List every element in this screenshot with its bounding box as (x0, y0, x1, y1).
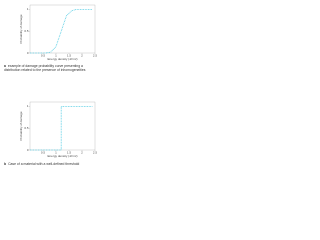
x-tick-label: 2.5 (93, 151, 98, 155)
y-axis-label: Probability of damage (19, 111, 23, 140)
caption-b: b Case of a material with a well-defined … (4, 162, 96, 166)
y-tick-label: 0 (27, 148, 29, 152)
data-line (30, 8, 93, 54)
x-axis-label: Energy density (J/cm²) (47, 154, 77, 158)
y-tick-label: 0.5 (24, 29, 29, 33)
page: 0 0.5 1 0.5 1 1.5 2 2.5 Energy density (J/cm²) Pr… (0, 0, 100, 181)
caption-text: example of damage probability curve pres… (4, 64, 86, 73)
data-line (30, 105, 93, 151)
plot-frame (29, 101, 96, 151)
x-tick-label: 2.5 (93, 54, 98, 58)
x-tick-label: 1.5 (67, 151, 72, 155)
x-axis-label: Energy density (J/cm²) (47, 57, 77, 61)
y-tick-label: 0.5 (24, 126, 29, 130)
caption-a: a example of damage probability curve pre… (4, 64, 96, 72)
x-tick-label: 2 (81, 54, 83, 58)
y-tick-label: 0 (27, 51, 29, 55)
caption-text: Case of a material with a well-defined t… (8, 162, 80, 166)
x-tick-label: 1 (55, 151, 57, 155)
panel-label: b (4, 162, 7, 166)
panel-label: a (4, 64, 6, 68)
y-tick-label: 1 (27, 7, 29, 11)
charts: 0 0.5 1 0.5 1 1.5 2 2.5 Energy density (J/cm²) Pr… (19, 4, 98, 158)
y-tick-label: 1 (27, 104, 29, 108)
x-tick-label: 2 (81, 151, 83, 155)
x-tick-label: 0.5 (41, 151, 46, 155)
x-tick-label: 1.5 (67, 54, 72, 58)
x-tick-label: 1 (55, 54, 57, 58)
y-axis-label: Probability of damage (19, 14, 23, 43)
x-tick-label: 0.5 (41, 54, 46, 58)
plot-frame (29, 4, 96, 54)
